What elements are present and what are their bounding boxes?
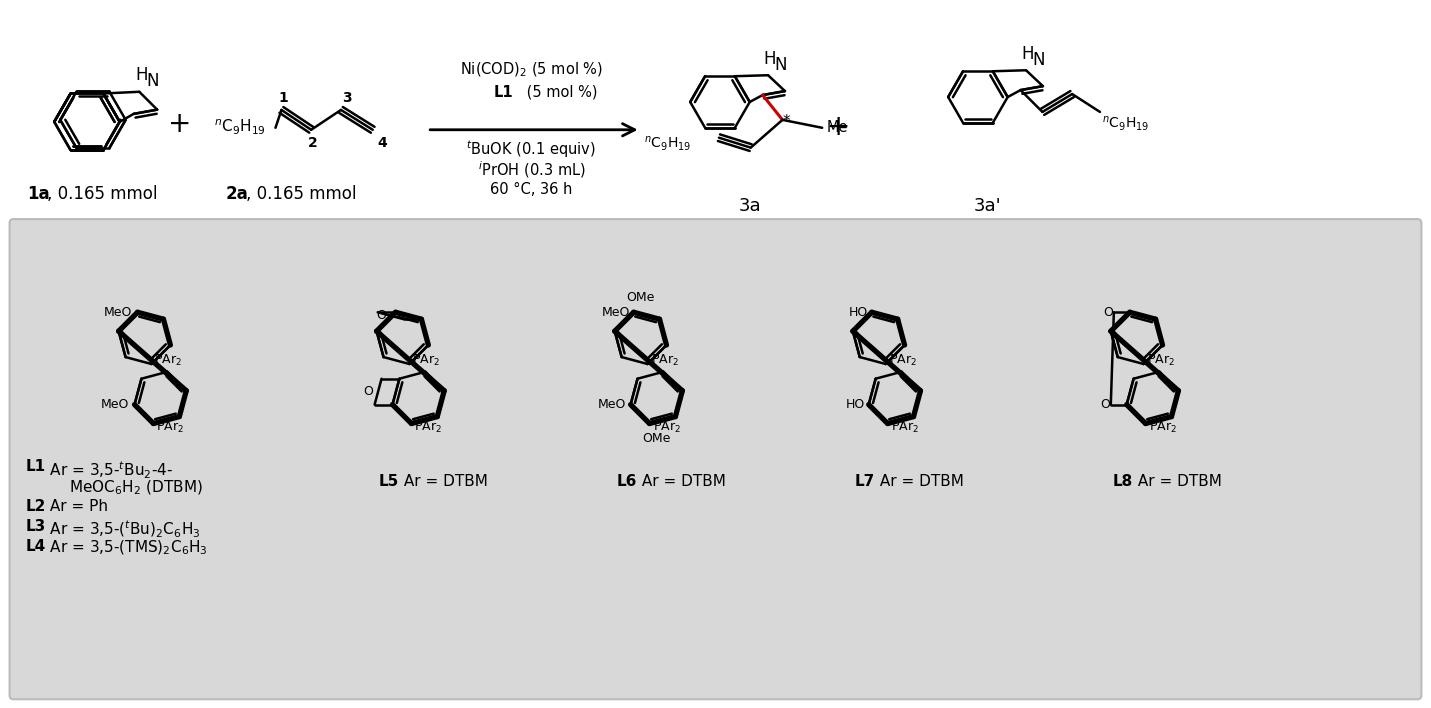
Text: L4: L4 — [26, 539, 46, 554]
Text: H: H — [764, 50, 777, 69]
Text: 60 °C, 36 h: 60 °C, 36 h — [491, 182, 572, 197]
Text: Ar = DTBM: Ar = DTBM — [637, 474, 726, 489]
Text: PAr$_2$: PAr$_2$ — [412, 353, 441, 367]
Text: H: H — [1022, 45, 1035, 64]
Text: PAr$_2$: PAr$_2$ — [1149, 420, 1176, 435]
Text: Ar = DTBM: Ar = DTBM — [874, 474, 963, 489]
Text: , 0.165 mmol: , 0.165 mmol — [246, 185, 356, 203]
Text: PAr$_2$: PAr$_2$ — [890, 420, 919, 435]
Text: *: * — [783, 114, 790, 130]
Text: PAr$_2$: PAr$_2$ — [651, 353, 678, 367]
Text: 1a: 1a — [27, 185, 50, 203]
Text: +: + — [827, 113, 850, 141]
Text: , 0.165 mmol: , 0.165 mmol — [47, 185, 157, 203]
Text: $^{n}$C$_9$H$_{19}$: $^{n}$C$_9$H$_{19}$ — [215, 118, 266, 137]
Text: PAr$_2$: PAr$_2$ — [155, 353, 182, 367]
Text: N: N — [774, 57, 787, 74]
Text: 3a: 3a — [738, 197, 761, 215]
Text: L5: L5 — [379, 474, 399, 489]
Text: Ar = 3,5-($^{t}$Bu)$_2$C$_6$H$_3$: Ar = 3,5-($^{t}$Bu)$_2$C$_6$H$_3$ — [46, 519, 200, 539]
Text: $^{t}$BuOK (0.1 equiv): $^{t}$BuOK (0.1 equiv) — [467, 139, 597, 161]
Text: O: O — [376, 309, 385, 322]
Text: (5 mol %): (5 mol %) — [521, 84, 597, 100]
Text: $^{i}$PrOH (0.3 mL): $^{i}$PrOH (0.3 mL) — [478, 159, 585, 180]
Text: O: O — [363, 385, 373, 398]
Text: PAr$_2$: PAr$_2$ — [653, 420, 681, 435]
Text: L1: L1 — [26, 459, 46, 474]
Text: O: O — [1100, 398, 1110, 411]
Text: HO: HO — [846, 398, 864, 411]
Text: H: H — [135, 66, 147, 84]
FancyBboxPatch shape — [10, 219, 1421, 700]
Text: Ar = Ph: Ar = Ph — [46, 499, 109, 514]
Text: PAr$_2$: PAr$_2$ — [1146, 353, 1175, 367]
Text: $^{n}$C$_9$H$_{19}$: $^{n}$C$_9$H$_{19}$ — [1102, 115, 1149, 133]
Text: L2: L2 — [26, 499, 46, 514]
Text: MeO: MeO — [104, 306, 133, 319]
Text: Me: Me — [826, 120, 847, 135]
Text: +: + — [167, 110, 190, 138]
Text: Ar = DTBM: Ar = DTBM — [1133, 474, 1222, 489]
Text: PAr$_2$: PAr$_2$ — [889, 353, 917, 367]
Text: L8: L8 — [1113, 474, 1133, 489]
Text: 2: 2 — [308, 136, 318, 149]
Text: L1: L1 — [494, 84, 514, 100]
Text: MeO: MeO — [601, 306, 630, 319]
Text: L6: L6 — [617, 474, 637, 489]
Text: 3a': 3a' — [975, 197, 1002, 215]
Text: PAr$_2$: PAr$_2$ — [415, 420, 442, 435]
Text: $^{n}$C$_9$H$_{19}$: $^{n}$C$_9$H$_{19}$ — [644, 135, 691, 153]
Text: N: N — [1033, 52, 1045, 69]
Text: Ni(COD)$_2$ (5 mol %): Ni(COD)$_2$ (5 mol %) — [459, 61, 602, 79]
Text: N: N — [146, 72, 159, 90]
Text: L7: L7 — [854, 474, 876, 489]
Text: OMe: OMe — [643, 432, 671, 445]
Text: 3: 3 — [342, 91, 352, 105]
Text: PAr$_2$: PAr$_2$ — [156, 420, 185, 435]
Text: 1: 1 — [279, 91, 288, 105]
Text: L3: L3 — [26, 519, 46, 534]
Text: MeO: MeO — [102, 398, 130, 411]
Text: O: O — [1103, 306, 1113, 319]
Text: Ar = 3,5-$^{t}$Bu$_2$-4-: Ar = 3,5-$^{t}$Bu$_2$-4- — [46, 459, 173, 481]
Text: Ar = DTBM: Ar = DTBM — [398, 474, 488, 489]
Text: HO: HO — [849, 306, 867, 319]
Text: Ar = 3,5-(TMS)$_2$C$_6$H$_3$: Ar = 3,5-(TMS)$_2$C$_6$H$_3$ — [46, 539, 207, 557]
Text: MeO: MeO — [598, 398, 627, 411]
Text: MeOC$_6$H$_2$ (DTBM): MeOC$_6$H$_2$ (DTBM) — [46, 479, 203, 498]
Text: 2a: 2a — [226, 185, 249, 203]
Text: 4: 4 — [378, 136, 388, 149]
Text: OMe: OMe — [627, 291, 655, 304]
